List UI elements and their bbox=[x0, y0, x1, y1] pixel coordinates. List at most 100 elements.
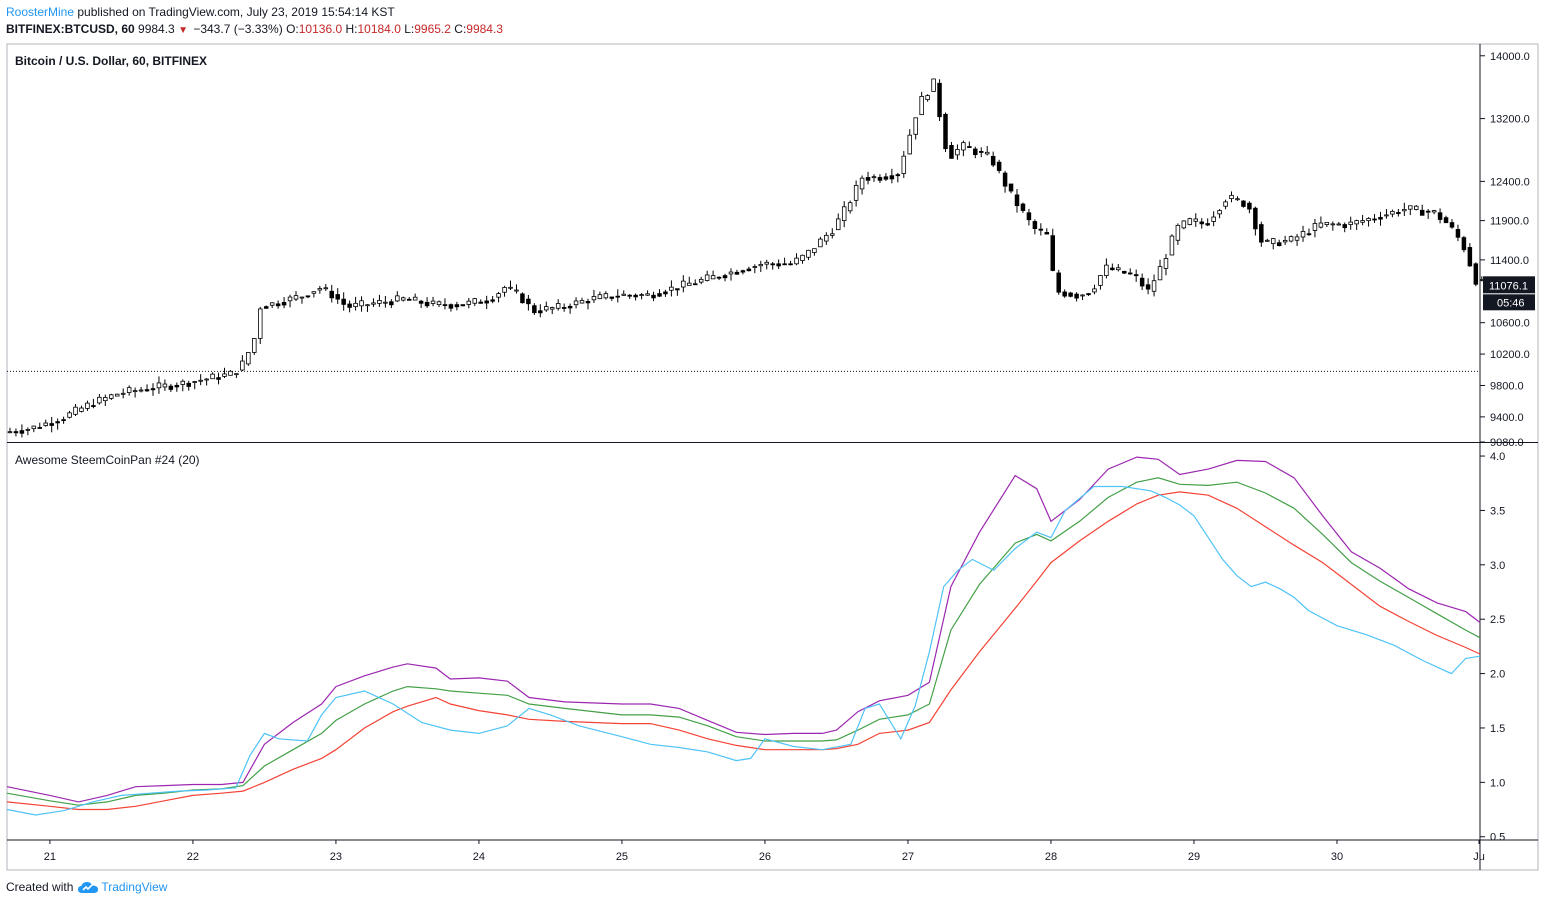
candle-body bbox=[973, 148, 978, 156]
candle-body bbox=[1366, 218, 1371, 222]
candle-body bbox=[764, 261, 769, 265]
open-value: 10136.0 bbox=[298, 22, 343, 36]
candle-body bbox=[61, 419, 66, 422]
candle-body bbox=[746, 268, 752, 272]
candle-body bbox=[549, 307, 555, 310]
candle-body bbox=[573, 300, 579, 306]
candle-body bbox=[585, 301, 591, 304]
candle-body bbox=[460, 304, 466, 307]
last-price: 9984.3 bbox=[138, 22, 175, 36]
candle-body bbox=[603, 293, 609, 299]
candle-body bbox=[13, 431, 19, 434]
candle-body bbox=[430, 300, 436, 304]
candle-body bbox=[1157, 266, 1163, 281]
candle-body bbox=[996, 161, 1002, 171]
candle-body bbox=[269, 302, 275, 306]
price-tick-label: 10600.0 bbox=[1490, 318, 1530, 330]
indicator-tick-label: 2.0 bbox=[1490, 669, 1505, 681]
candle-body bbox=[627, 294, 632, 297]
candle-body bbox=[824, 234, 829, 242]
candle-body bbox=[198, 379, 203, 382]
candle-body bbox=[234, 373, 239, 376]
candle-body bbox=[1068, 292, 1073, 297]
candle-body bbox=[1306, 233, 1312, 236]
candle-body bbox=[1354, 220, 1359, 225]
candle-body bbox=[1396, 212, 1401, 215]
candle-body bbox=[466, 300, 472, 305]
candle-body bbox=[931, 78, 936, 92]
time-tick-label: 29 bbox=[1188, 851, 1200, 863]
candle-body bbox=[168, 385, 174, 390]
candle-body bbox=[1312, 223, 1318, 231]
candle-body bbox=[1205, 223, 1210, 226]
tradingview-logo[interactable]: TradingView bbox=[77, 879, 167, 895]
indicator-series-red bbox=[6, 491, 1481, 811]
candle-body bbox=[1056, 272, 1061, 293]
price-pane-title: Bitcoin / U.S. Dollar, 60, BITFINEX bbox=[15, 54, 207, 68]
candle-body bbox=[37, 427, 43, 429]
candle-body bbox=[120, 392, 126, 395]
candle-body bbox=[633, 294, 638, 298]
candle-body bbox=[1098, 275, 1103, 286]
candle-body bbox=[859, 177, 865, 190]
price-tick-label: 11400.0 bbox=[1490, 255, 1529, 267]
candle-body bbox=[347, 303, 352, 308]
candle-body bbox=[389, 301, 394, 306]
publish-text: published on TradingView.com, July 23, 2… bbox=[77, 5, 395, 19]
candle-body bbox=[752, 266, 758, 268]
indicator-tick-label: 3.5 bbox=[1490, 505, 1505, 517]
candle-body bbox=[1217, 210, 1222, 215]
candle-body bbox=[776, 263, 781, 267]
candle-body bbox=[1247, 202, 1252, 210]
candle-body bbox=[216, 377, 221, 380]
candle-body bbox=[1080, 294, 1085, 297]
candle-body bbox=[1360, 220, 1365, 223]
candle-body bbox=[800, 254, 805, 261]
candle-body bbox=[323, 287, 329, 290]
indicator-tick-label: 1.0 bbox=[1490, 777, 1505, 789]
candle-body bbox=[806, 249, 811, 258]
candle-body bbox=[1235, 198, 1240, 201]
candle-body bbox=[1133, 274, 1139, 277]
candle-body bbox=[532, 305, 537, 314]
candle-body bbox=[204, 378, 209, 381]
candle-body bbox=[1270, 238, 1276, 244]
close-value: 9984.3 bbox=[466, 22, 503, 36]
candle-body bbox=[1318, 222, 1324, 228]
low-label: L: bbox=[404, 22, 415, 36]
countdown-label: 05:46 bbox=[1497, 297, 1525, 309]
candle-body bbox=[830, 233, 835, 236]
candle-body bbox=[555, 303, 561, 309]
candle-body bbox=[252, 338, 257, 353]
candle-body bbox=[883, 176, 889, 180]
candle-body bbox=[1419, 209, 1425, 216]
candle-body bbox=[311, 291, 317, 294]
candle-body bbox=[1223, 201, 1228, 207]
candle-body bbox=[835, 218, 841, 231]
candle-body bbox=[1265, 239, 1270, 242]
candle-body bbox=[901, 155, 907, 174]
candle-body bbox=[377, 299, 382, 304]
candle-body bbox=[484, 300, 489, 304]
time-tick-label: 30 bbox=[1331, 851, 1343, 863]
candle-body bbox=[371, 302, 376, 305]
candle-body bbox=[317, 288, 323, 291]
candle-body bbox=[19, 430, 25, 434]
candle-body bbox=[73, 406, 78, 415]
candle-body bbox=[1402, 209, 1407, 212]
candle-body bbox=[55, 421, 60, 424]
candle-body bbox=[1044, 232, 1050, 235]
indicator-tick-label: 0.5 bbox=[1490, 832, 1505, 844]
candle-body bbox=[156, 382, 162, 389]
candle-body bbox=[949, 144, 954, 159]
time-tick-label: 25 bbox=[616, 851, 628, 863]
candle-body bbox=[591, 296, 597, 301]
candle-body bbox=[186, 382, 191, 387]
candle-body bbox=[645, 293, 650, 296]
indicator-series-purple bbox=[6, 456, 1481, 803]
indicator-series-cyan bbox=[6, 485, 1481, 816]
candle-body bbox=[1408, 205, 1413, 210]
candle-body bbox=[907, 134, 912, 155]
author-link[interactable]: RoosterMine bbox=[6, 5, 75, 19]
